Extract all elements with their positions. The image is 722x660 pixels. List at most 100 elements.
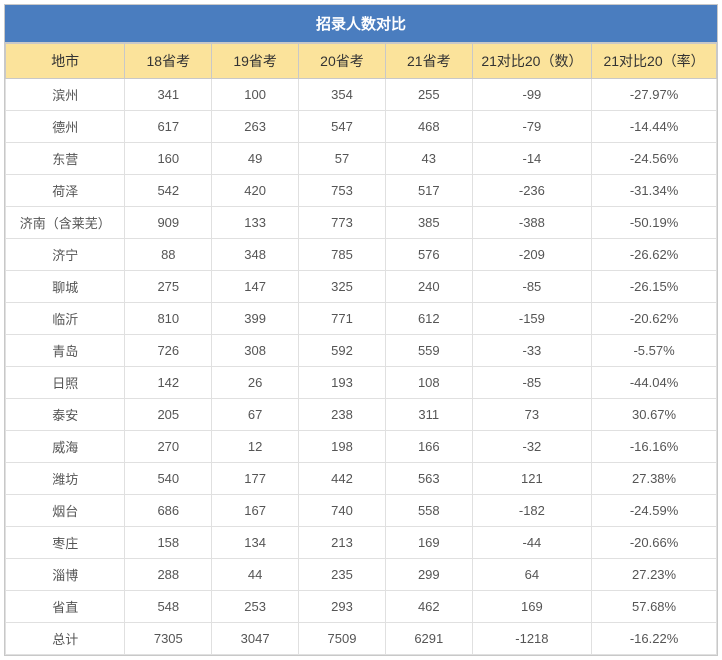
table-cell: 总计 — [6, 623, 125, 655]
table-cell: -24.59% — [592, 495, 717, 527]
table-cell: 753 — [299, 175, 386, 207]
table-cell: -16.16% — [592, 431, 717, 463]
table-cell: 88 — [125, 239, 212, 271]
col-header-city: 地市 — [6, 44, 125, 79]
table-cell: -14 — [472, 143, 591, 175]
table-row: 聊城275147325240-85-26.15% — [6, 271, 717, 303]
table-row: 济宁88348785576-209-26.62% — [6, 239, 717, 271]
table-cell: -209 — [472, 239, 591, 271]
table-cell: 385 — [385, 207, 472, 239]
table-row: 泰安205672383117330.67% — [6, 399, 717, 431]
table-cell: 德州 — [6, 111, 125, 143]
table-cell: -33 — [472, 335, 591, 367]
table-cell: 169 — [385, 527, 472, 559]
table-cell: 聊城 — [6, 271, 125, 303]
table-cell: 773 — [299, 207, 386, 239]
table-cell: -24.56% — [592, 143, 717, 175]
table-cell: -1218 — [472, 623, 591, 655]
table-cell: 7305 — [125, 623, 212, 655]
col-header-19: 19省考 — [212, 44, 299, 79]
table-cell: -99 — [472, 79, 591, 111]
table-cell: 548 — [125, 591, 212, 623]
table-row: 滨州341100354255-99-27.97% — [6, 79, 717, 111]
table-cell: 238 — [299, 399, 386, 431]
table-cell: -182 — [472, 495, 591, 527]
table-cell: -26.62% — [592, 239, 717, 271]
table-cell: 烟台 — [6, 495, 125, 527]
table-cell: 275 — [125, 271, 212, 303]
table-cell: 27.38% — [592, 463, 717, 495]
table-cell: 263 — [212, 111, 299, 143]
table-cell: 205 — [125, 399, 212, 431]
table-cell: 荷泽 — [6, 175, 125, 207]
table-cell: 558 — [385, 495, 472, 527]
table-cell: -16.22% — [592, 623, 717, 655]
table-cell: 枣庄 — [6, 527, 125, 559]
table-cell: -388 — [472, 207, 591, 239]
table-cell: 威海 — [6, 431, 125, 463]
table-cell: 354 — [299, 79, 386, 111]
table-cell: 12 — [212, 431, 299, 463]
table-cell: 济南（含莱芜） — [6, 207, 125, 239]
table-cell: 213 — [299, 527, 386, 559]
table-cell: 540 — [125, 463, 212, 495]
table-row: 总计7305304775096291-1218-16.22% — [6, 623, 717, 655]
table-row: 省直54825329346216957.68% — [6, 591, 717, 623]
table-cell: 198 — [299, 431, 386, 463]
table-cell: 563 — [385, 463, 472, 495]
table-row: 枣庄158134213169-44-20.66% — [6, 527, 717, 559]
table-cell: 158 — [125, 527, 212, 559]
table-cell: -79 — [472, 111, 591, 143]
table-cell: 3047 — [212, 623, 299, 655]
table-cell: 726 — [125, 335, 212, 367]
table-cell: 542 — [125, 175, 212, 207]
table-row: 威海27012198166-32-16.16% — [6, 431, 717, 463]
col-header-diff: 21对比20（数） — [472, 44, 591, 79]
table-cell: 771 — [299, 303, 386, 335]
table-cell: 73 — [472, 399, 591, 431]
table-cell: 临沂 — [6, 303, 125, 335]
table-cell: 341 — [125, 79, 212, 111]
col-header-20: 20省考 — [299, 44, 386, 79]
table-cell: 142 — [125, 367, 212, 399]
table-title: 招录人数对比 — [5, 5, 717, 43]
table-cell: 121 — [472, 463, 591, 495]
table-cell: 淄博 — [6, 559, 125, 591]
table-cell: 省直 — [6, 591, 125, 623]
table-cell: 740 — [299, 495, 386, 527]
table-cell: 7509 — [299, 623, 386, 655]
table-cell: 26 — [212, 367, 299, 399]
table-cell: 27.23% — [592, 559, 717, 591]
table-cell: -236 — [472, 175, 591, 207]
table-row: 烟台686167740558-182-24.59% — [6, 495, 717, 527]
table-cell: 399 — [212, 303, 299, 335]
table-cell: -159 — [472, 303, 591, 335]
table-cell: 299 — [385, 559, 472, 591]
table-cell: 592 — [299, 335, 386, 367]
table-cell: -14.44% — [592, 111, 717, 143]
table-cell: 270 — [125, 431, 212, 463]
table-cell: 559 — [385, 335, 472, 367]
table-cell: -44 — [472, 527, 591, 559]
table-cell: 547 — [299, 111, 386, 143]
table-row: 德州617263547468-79-14.44% — [6, 111, 717, 143]
table-cell: 57.68% — [592, 591, 717, 623]
table-cell: 43 — [385, 143, 472, 175]
recruitment-table: 招录人数对比 地市 18省考 19省考 20省考 21省考 21对比20（数） … — [4, 4, 718, 656]
table-cell: 617 — [125, 111, 212, 143]
table-cell: 288 — [125, 559, 212, 591]
table-cell: 462 — [385, 591, 472, 623]
table-cell: 44 — [212, 559, 299, 591]
table-cell: 253 — [212, 591, 299, 623]
table-cell: 57 — [299, 143, 386, 175]
table-cell: 311 — [385, 399, 472, 431]
table-body: 滨州341100354255-99-27.97%德州617263547468-7… — [6, 79, 717, 655]
table-cell: -20.62% — [592, 303, 717, 335]
table-cell: -5.57% — [592, 335, 717, 367]
table-row: 荷泽542420753517-236-31.34% — [6, 175, 717, 207]
table-cell: 468 — [385, 111, 472, 143]
data-table: 地市 18省考 19省考 20省考 21省考 21对比20（数） 21对比20（… — [5, 43, 717, 655]
table-cell: 泰安 — [6, 399, 125, 431]
table-cell: 169 — [472, 591, 591, 623]
table-cell: 193 — [299, 367, 386, 399]
